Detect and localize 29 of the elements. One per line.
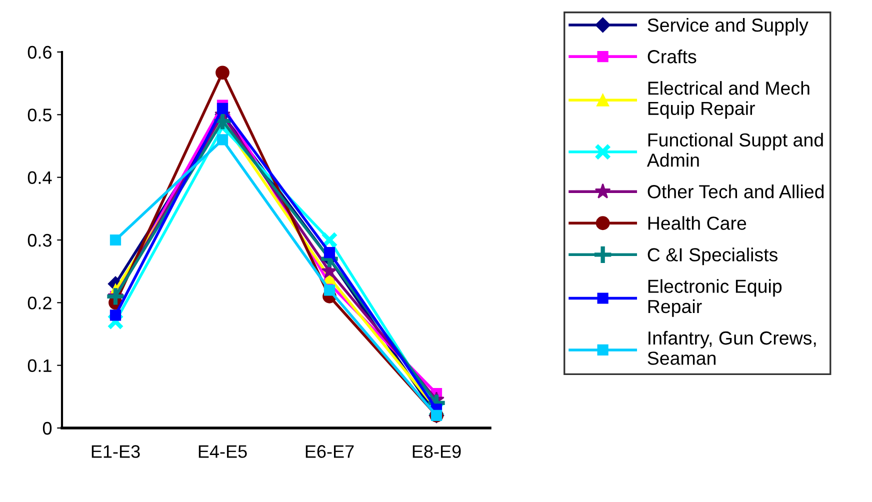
point [321,232,338,248]
legend-label: Functional Suppt and Admin [646,132,823,167]
point [110,234,122,246]
legend-label: Health Care [648,216,746,230]
y-tick-label: 0.3 [28,234,52,247]
legend-label: C &I Specialists [648,248,778,266]
y-tick-label: 0 [42,422,52,435]
x-tick-label: E4-E5 [198,445,247,458]
point [110,310,122,321]
legend-label: Service and Supply [648,18,808,36]
x-tick-label: E1-E3 [92,445,140,458]
legend-label: Infantry, Gun Crews, Seaman [648,330,816,365]
point [107,313,124,330]
point [324,246,336,258]
legend-label: Electrical and Mech Equip Repair [648,81,810,119]
point [216,66,230,80]
legend-label: Other Tech and Allied [648,184,824,198]
y-tick-label: 0.6 [28,46,52,59]
y-tick-label: 0.4 [28,171,52,184]
legend-label: Crafts [648,50,696,64]
x-tick-label: E8-E9 [412,445,461,458]
point [216,134,228,146]
y-tick-label: 0.1 [28,359,52,372]
point [324,284,336,296]
y-tick-label: 0.2 [28,296,52,310]
y-tick-label: 0.5 [28,108,52,122]
point [216,102,228,114]
x-tick-label: E6-E7 [306,445,354,458]
legend-label: Electronic Equip Repair [648,279,782,317]
